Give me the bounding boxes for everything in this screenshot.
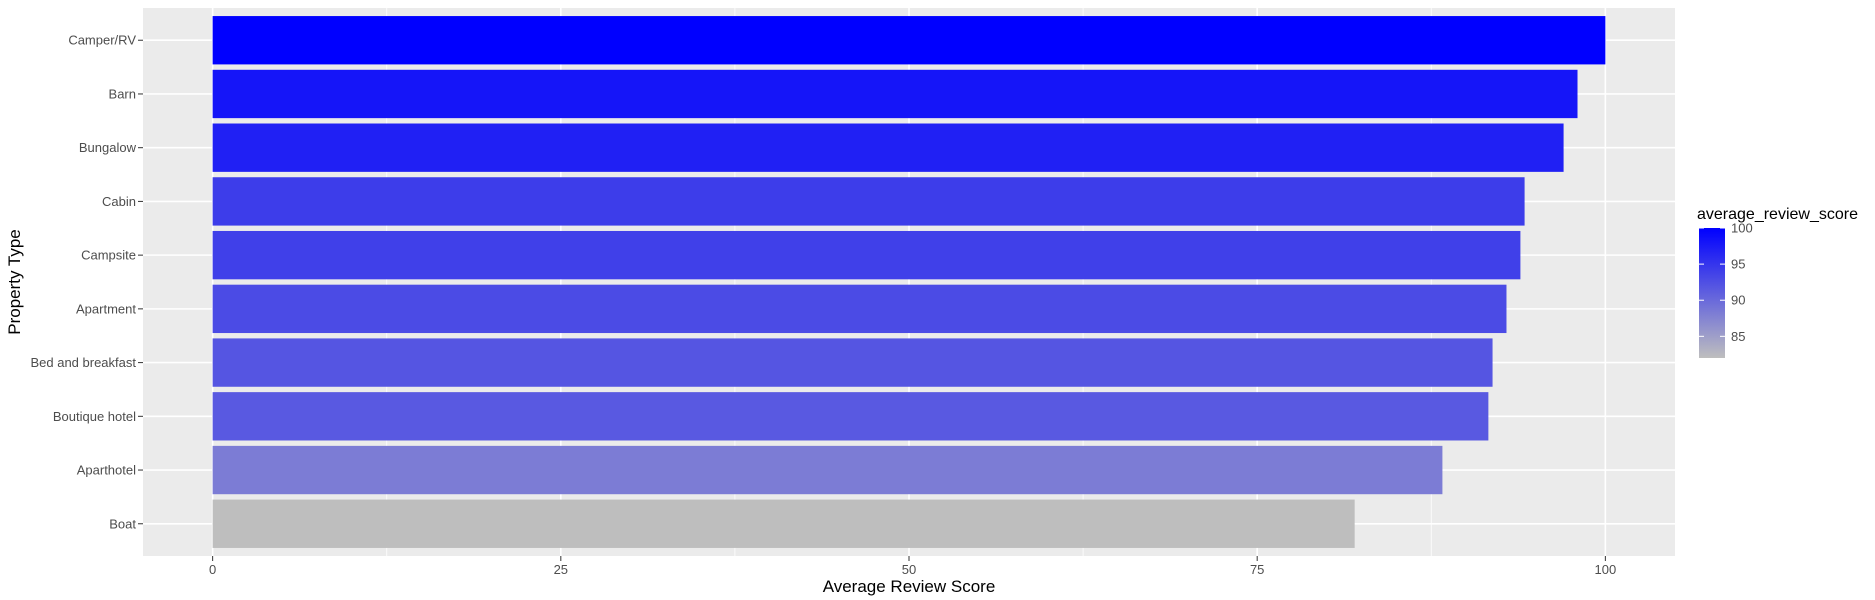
y-tick-label: Boat xyxy=(109,516,136,531)
y-tick-label: Bed and breakfast xyxy=(30,355,136,370)
bar xyxy=(212,177,1525,226)
legend-ticks: 85 90 95 100 xyxy=(1699,221,1753,344)
y-tick-label: Apartment xyxy=(76,301,136,316)
x-tick-label: 25 xyxy=(554,562,568,577)
bar xyxy=(212,499,1355,548)
legend: average_review_score 85 90 95 100 xyxy=(1697,206,1858,358)
legend-tick-label: 100 xyxy=(1731,221,1753,236)
bar xyxy=(212,16,1606,65)
bars xyxy=(212,16,1606,548)
bar xyxy=(212,338,1493,387)
y-tick-label: Cabin xyxy=(102,194,136,209)
x-tick-label: 50 xyxy=(902,562,916,577)
legend-title: average_review_score xyxy=(1697,206,1858,223)
bar xyxy=(212,284,1507,334)
bar xyxy=(212,230,1521,280)
y-tick-label: Boutique hotel xyxy=(53,409,136,424)
bar xyxy=(212,392,1489,441)
legend-tick-label: 85 xyxy=(1731,329,1745,344)
legend-tick-label: 90 xyxy=(1731,293,1745,308)
bar xyxy=(212,445,1443,495)
y-tick-label: Barn xyxy=(109,86,136,101)
x-tick-label: 0 xyxy=(209,562,216,577)
bar xyxy=(212,69,1578,119)
legend-tick-label: 95 xyxy=(1731,257,1745,272)
y-tick-label: Campsite xyxy=(81,248,136,263)
legend-colorbar xyxy=(1699,228,1725,358)
x-tick-label: 75 xyxy=(1250,562,1264,577)
y-tick-label: Camper/RV xyxy=(68,33,136,48)
x-tick-label: 100 xyxy=(1595,562,1617,577)
x-axis: 0 25 50 75 100 xyxy=(209,556,1616,577)
y-axis: Camper/RV Barn Bungalow Cabin Campsite Apartm… xyxy=(30,33,143,531)
y-tick-label: Bungalow xyxy=(79,140,137,155)
bar xyxy=(212,123,1564,172)
y-axis-title: Property Type xyxy=(5,229,24,335)
y-tick-label: Aparthotel xyxy=(77,463,136,478)
x-axis-title: Average Review Score xyxy=(823,577,996,596)
